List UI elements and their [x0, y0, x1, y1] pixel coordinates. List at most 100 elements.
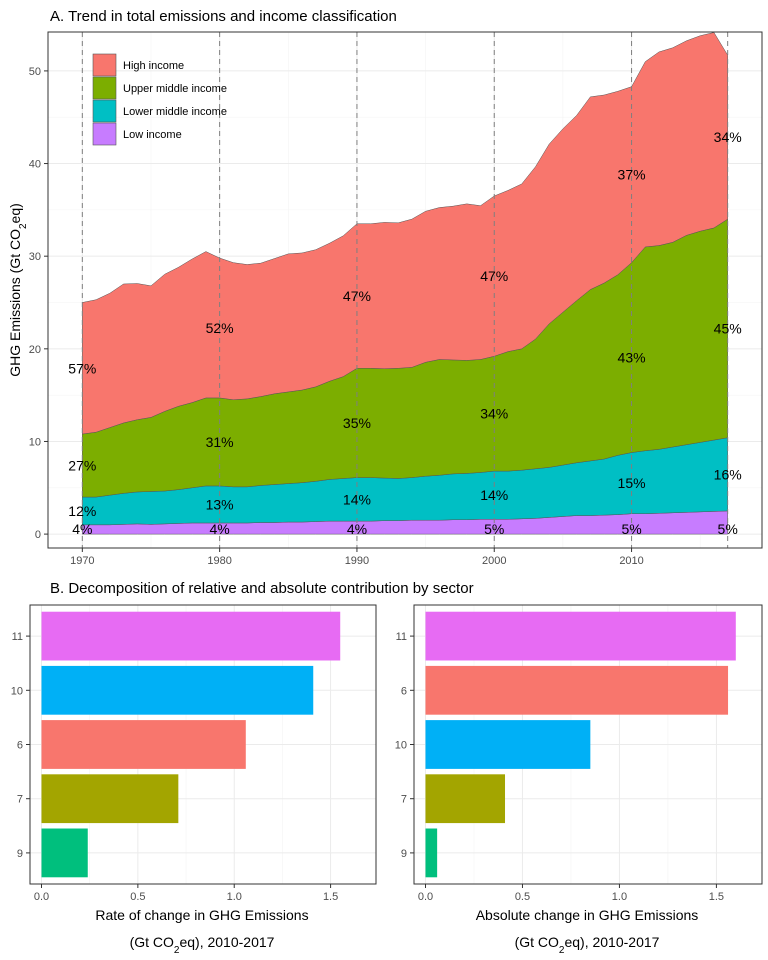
legend-label-high-income: High income: [123, 60, 184, 72]
panel-b-right-x-axis-title: Absolute change in GHG Emissions: [476, 907, 699, 923]
bar-sector-6: [41, 720, 246, 769]
panel-b-left-chart: 11 10 6 7 9 0.0 0.5 1.0 1.5 Rate of change in GH…: [11, 604, 377, 956]
right-xlabel-subscript: 2: [559, 945, 565, 956]
percent-label: 34%: [714, 129, 742, 145]
panel-a-reference-lines: [81, 32, 729, 548]
percent-label: 16%: [714, 466, 742, 482]
legend-label-upper-middle-income: Upper middle income: [123, 83, 227, 95]
y-tick-label: 9: [401, 848, 407, 860]
panel-a-title: A. Trend in total emissions and income c…: [50, 8, 397, 25]
right-xlabel-pre: (Gt CO: [515, 934, 559, 950]
percent-label: 12%: [68, 503, 96, 519]
panel-b-left-x-axis-title: Rate of change in GHG Emissions: [95, 907, 308, 923]
y-tick-label: 7: [401, 794, 407, 806]
y-tick-label: 10: [29, 436, 41, 448]
percent-label: 4%: [72, 521, 92, 537]
y-tick-label: 10: [11, 685, 23, 697]
percent-label: 47%: [480, 268, 508, 284]
y-tick-label: 6: [17, 740, 23, 752]
panel-a-percent-labels: 4% 12% 27% 57% 4% 13% 31% 52% 4% 14% 35% 47% 5% 14% 34…: [68, 129, 741, 537]
percent-label: 27%: [68, 458, 96, 474]
panel-b-title: B. Decomposition of relative and absolut…: [50, 580, 474, 597]
left-xlabel-post: eq), 2010-2017: [179, 934, 274, 950]
x-tick-label: 2000: [482, 555, 506, 567]
x-tick-label: 0.0: [34, 891, 49, 903]
y-tick-label: 7: [17, 794, 23, 806]
percent-label: 34%: [480, 406, 508, 422]
legend-label-low-income: Low income: [123, 129, 182, 141]
y-tick-label: 6: [401, 685, 407, 697]
bar-sector-11: [425, 611, 736, 661]
y-tick-label: 40: [29, 159, 41, 171]
bar-sector-11: [41, 611, 341, 661]
percent-label: 43%: [618, 350, 646, 366]
percent-label: 14%: [480, 487, 508, 503]
y-tick-label: 10: [395, 740, 407, 752]
x-tick-label: 1980: [207, 555, 231, 567]
x-tick-label: 1.0: [227, 891, 242, 903]
y-tick-label: 30: [29, 251, 41, 263]
x-tick-label: 0.5: [515, 891, 530, 903]
bar-sector-7: [425, 774, 506, 824]
panel-b-left-x-axis-subtitle: (Gt CO2eq), 2010-2017: [130, 934, 275, 956]
panel-b-left-bars: [41, 611, 341, 878]
percent-label: 37%: [618, 167, 646, 183]
x-tick-label: 1.0: [612, 891, 627, 903]
x-tick-label: 1990: [345, 555, 369, 567]
percent-label: 5%: [718, 521, 738, 537]
panel-b-right-x-axis-subtitle: (Gt CO2eq), 2010-2017: [515, 934, 660, 956]
percent-label: 14%: [343, 491, 371, 507]
bar-sector-10: [41, 665, 314, 715]
panel-a-y-axis-title: GHG Emissions (Gt CO2eq): [7, 203, 29, 377]
panel-a-legend: High income Upper middle income Lower midd…: [92, 53, 227, 146]
legend-key-upper-middle-income: [92, 76, 117, 100]
y-axis-title-tail: eq): [7, 203, 23, 223]
panel-b: B. Decomposition of relative and absolut…: [11, 580, 763, 956]
panel-b-left-axes: 11 10 6 7 9 0.0 0.5 1.0 1.5: [11, 631, 338, 903]
percent-label: 47%: [343, 288, 371, 304]
x-tick-label: 1.5: [709, 891, 724, 903]
percent-label: 13%: [206, 496, 234, 512]
percent-label: 35%: [343, 415, 371, 431]
bar-sector-7: [41, 774, 179, 824]
x-tick-label: 1.5: [323, 891, 338, 903]
area-high-income: [82, 32, 728, 435]
panel-b-right-axes: 11 6 10 7 9 0.0 0.5 1.0 1.5: [395, 631, 724, 903]
bar-sector-9: [425, 828, 438, 878]
right-xlabel-post: eq), 2010-2017: [564, 934, 659, 950]
percent-label: 4%: [347, 521, 367, 537]
panel-b-right-chart: 11 6 10 7 9 0.0 0.5 1.0 1.5 Absolute change in G…: [395, 604, 763, 956]
percent-label: 52%: [206, 320, 234, 336]
bar-sector-10: [425, 720, 591, 769]
y-tick-label: 0: [35, 529, 41, 541]
left-xlabel-subscript: 2: [174, 945, 180, 956]
x-tick-label: 2010: [619, 555, 643, 567]
legend-key-lower-middle-income: [92, 99, 117, 123]
y-tick-label: 50: [29, 66, 41, 78]
percent-label: 15%: [618, 475, 646, 491]
percent-label: 5%: [484, 521, 504, 537]
panel-b-right-bars: [425, 611, 736, 878]
y-axis-title-subscript: 2: [18, 223, 29, 229]
panel-a: A. Trend in total emissions and income c…: [7, 8, 763, 567]
y-tick-label: 11: [396, 631, 407, 643]
y-tick-label: 9: [17, 848, 23, 860]
percent-label: 31%: [206, 434, 234, 450]
percent-label: 45%: [714, 320, 742, 336]
percent-label: 5%: [621, 521, 641, 537]
panel-a-areas: [82, 32, 728, 535]
bar-sector-6: [425, 665, 729, 715]
bar-sector-9: [41, 828, 88, 878]
percent-label: 4%: [210, 521, 230, 537]
panel-a-x-axis: 1970 1980 1990 2000 2010: [70, 548, 644, 567]
percent-label: 57%: [68, 360, 96, 376]
x-tick-label: 0.0: [418, 891, 433, 903]
y-axis-title-main: GHG Emissions (Gt CO: [7, 229, 23, 377]
left-xlabel-pre: (Gt CO: [130, 934, 174, 950]
panel-a-y-axis: 0 10 20 30 40 50: [29, 66, 48, 541]
panel-a-frame: [47, 31, 763, 549]
y-tick-label: 20: [29, 344, 41, 356]
x-tick-label: 1970: [70, 555, 94, 567]
y-tick-label: 11: [12, 631, 23, 643]
